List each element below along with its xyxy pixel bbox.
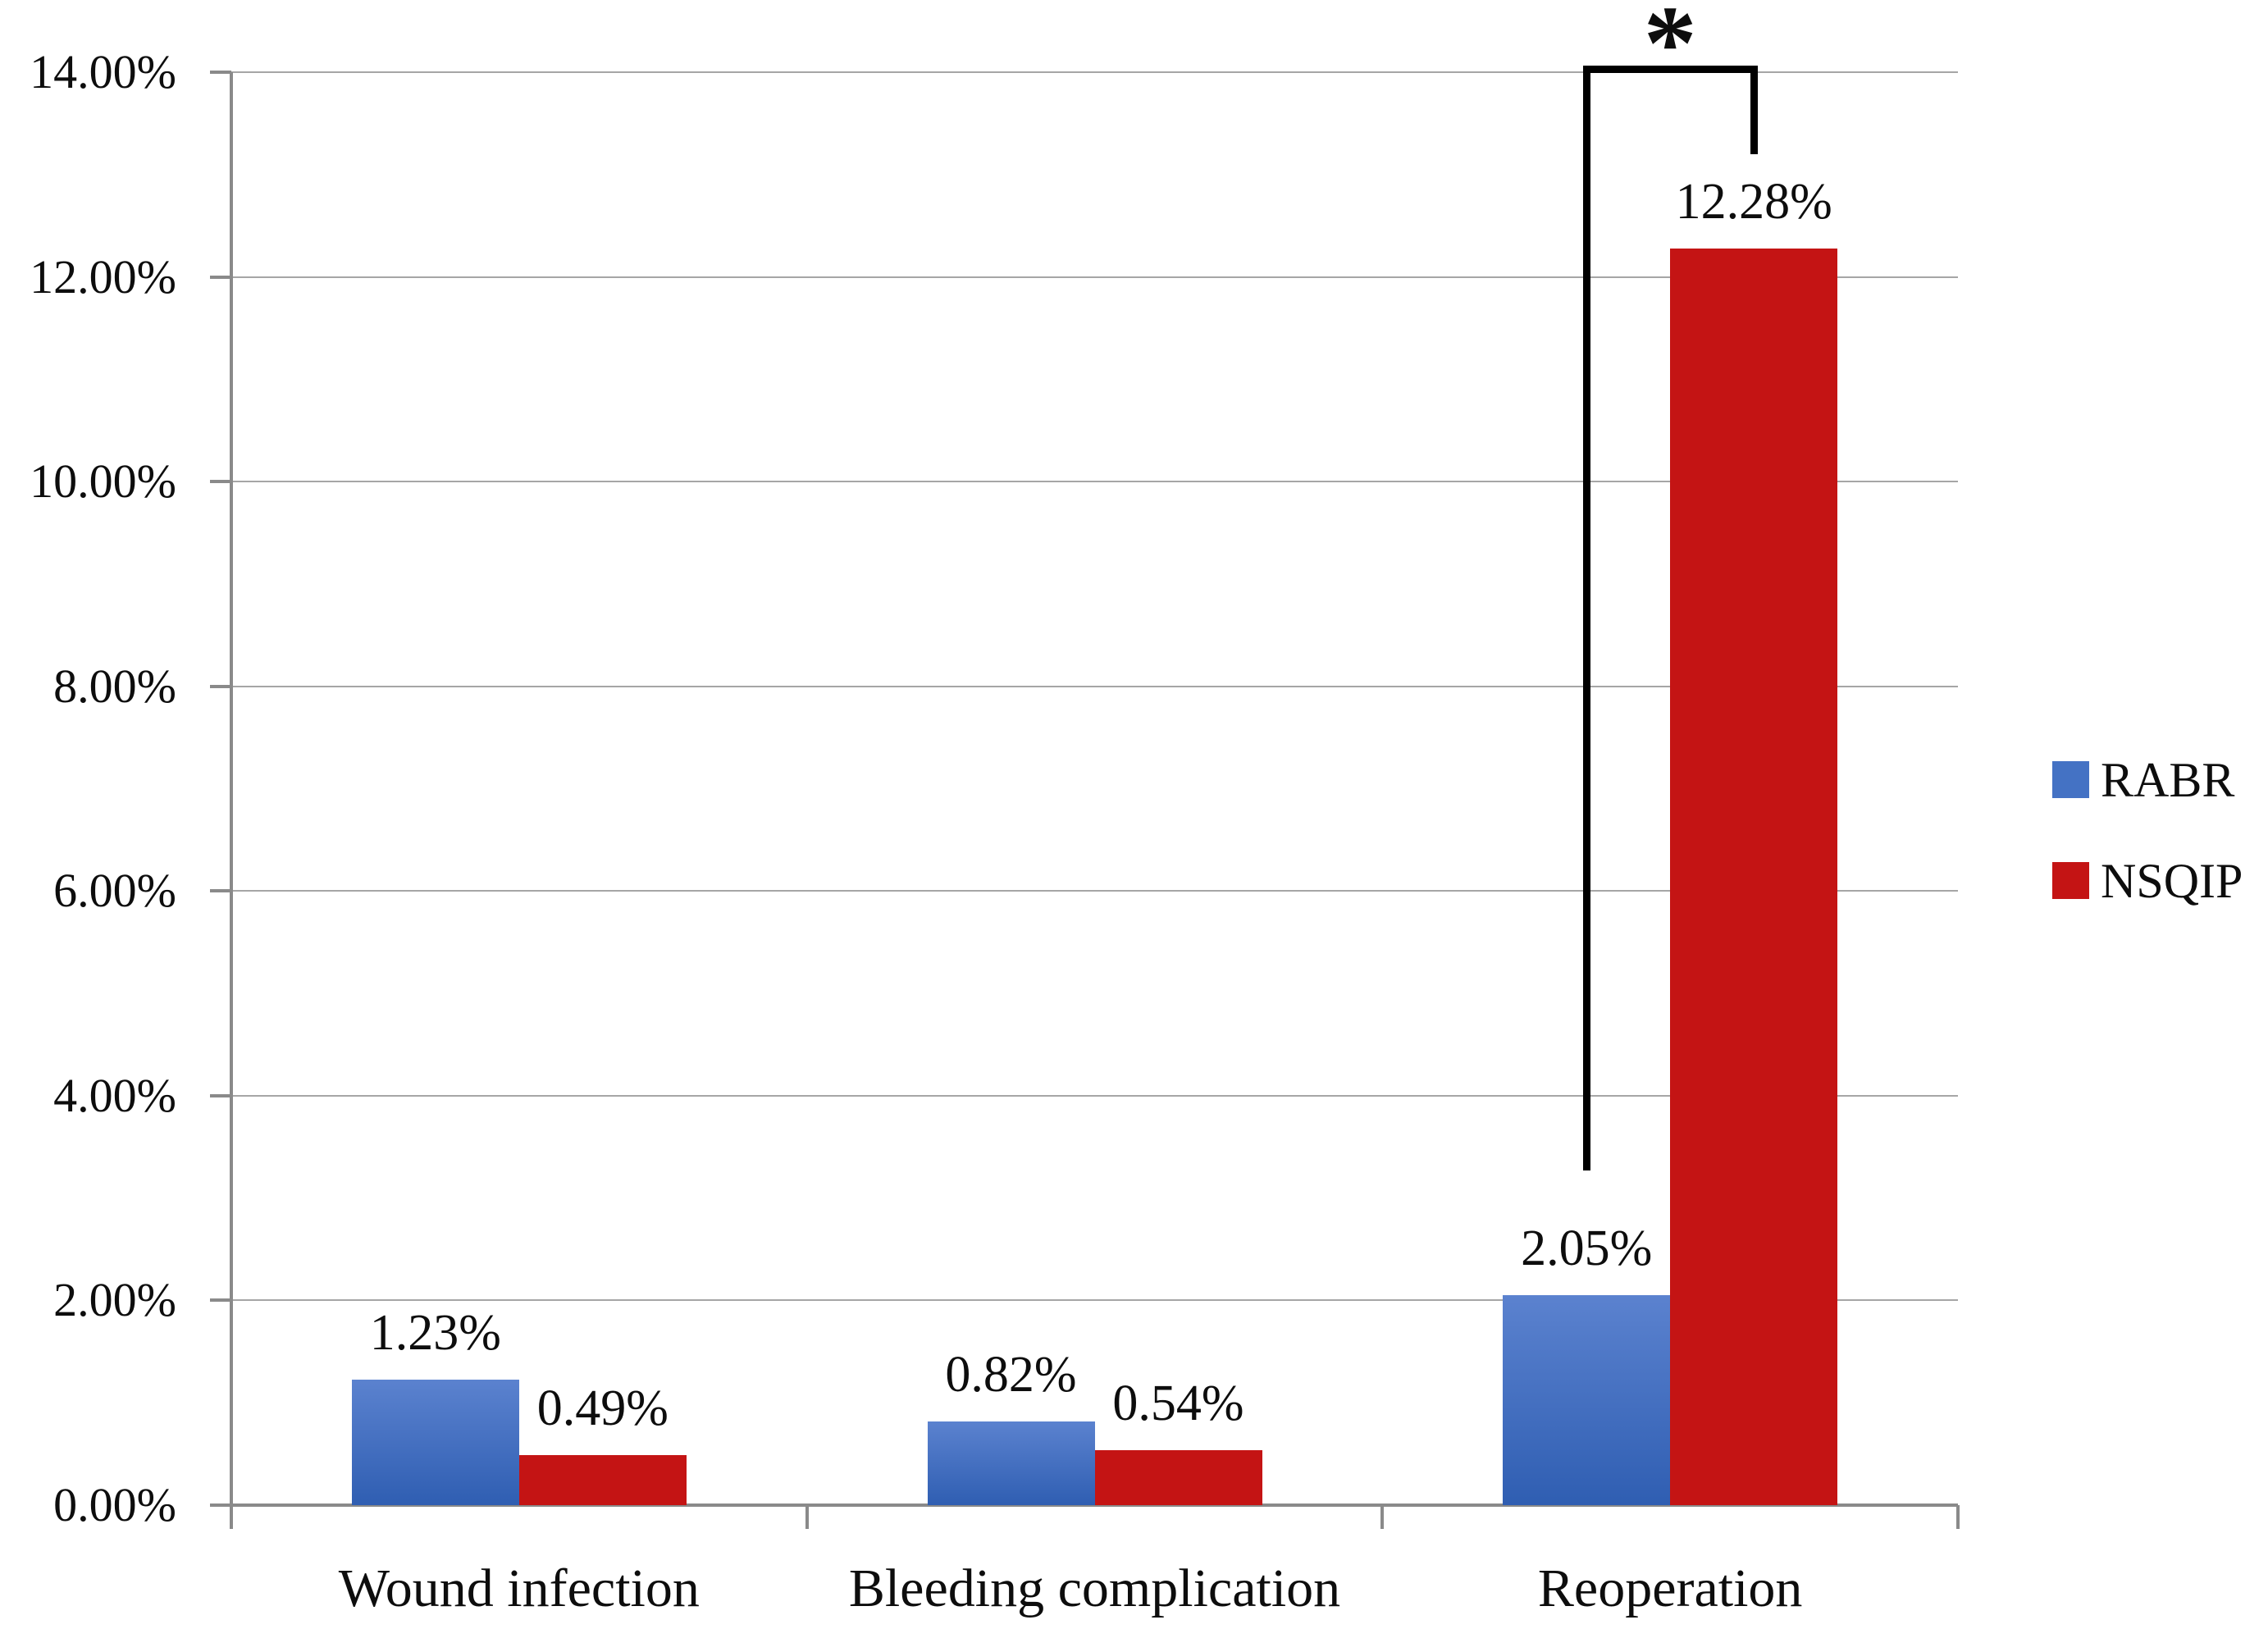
x-axis-tick — [230, 1505, 233, 1529]
gridline-4.00% — [231, 1094, 1958, 1097]
gridline-12.00% — [231, 276, 1958, 278]
bar-nsqip-2 — [1670, 248, 1838, 1505]
significance-asterisk: * — [1643, 0, 1697, 103]
data-label-rabr-0: 1.23% — [369, 1304, 501, 1361]
category-label-0: Wound infection — [338, 1558, 700, 1618]
y-axis-tick — [210, 889, 231, 893]
gridline-14.00% — [231, 71, 1958, 73]
y-axis-tick — [210, 1298, 231, 1303]
y-axis-tick-label: 10.00% — [30, 454, 176, 509]
y-axis-tick — [210, 480, 231, 484]
y-axis-tick-label: 8.00% — [53, 659, 176, 713]
gridline-2.00% — [231, 1299, 1958, 1302]
category-label-2: Reoperation — [1537, 1558, 1803, 1618]
y-axis-line — [230, 72, 233, 1529]
significance-bracket-top-bar — [1582, 66, 1758, 73]
category-label-1: Bleeding complication — [848, 1558, 1341, 1618]
y-axis-tick — [210, 1093, 231, 1097]
significance-bracket-right-leg — [1750, 66, 1758, 154]
gridline-10.00% — [231, 481, 1958, 483]
y-axis-tick — [210, 684, 231, 688]
y-axis-tick-label: 2.00% — [53, 1273, 176, 1327]
significance-bracket-left-leg — [1582, 66, 1590, 1170]
y-axis-tick-label: 4.00% — [53, 1068, 176, 1122]
legend-label-nsqip: NSQIP — [2101, 853, 2243, 908]
data-label-rabr-1: 0.82% — [945, 1346, 1077, 1403]
x-axis-tick — [1956, 1505, 1960, 1529]
y-axis-tick-label: 12.00% — [30, 249, 176, 303]
bar-rabr-0 — [351, 1379, 519, 1505]
y-axis-tick — [210, 71, 231, 74]
x-axis-tick — [1380, 1505, 1385, 1529]
legend-swatch-nsqip — [2052, 862, 2089, 899]
legend-label-rabr: RABR — [2101, 752, 2235, 807]
data-label-rabr-2: 2.05% — [1521, 1221, 1653, 1277]
y-axis-tick-label: 6.00% — [53, 864, 176, 918]
bar-rabr-1 — [927, 1421, 1095, 1505]
x-axis-line — [210, 1504, 1958, 1507]
bar-rabr-2 — [1503, 1295, 1671, 1505]
data-label-nsqip-1: 0.54% — [1112, 1375, 1244, 1431]
y-axis-tick-label: 14.00% — [30, 45, 176, 98]
bar-nsqip-0 — [518, 1454, 687, 1505]
bar-nsqip-1 — [1094, 1449, 1262, 1505]
gridline-6.00% — [231, 890, 1958, 892]
y-axis-tick — [210, 275, 231, 279]
x-axis-tick — [805, 1505, 809, 1529]
data-label-nsqip-0: 0.49% — [536, 1380, 669, 1436]
data-label-nsqip-2: 12.28% — [1675, 173, 1832, 230]
y-axis-tick-label: 0.00% — [53, 1478, 176, 1531]
gridline-8.00% — [231, 685, 1958, 687]
legend-swatch-rabr — [2052, 761, 2089, 798]
